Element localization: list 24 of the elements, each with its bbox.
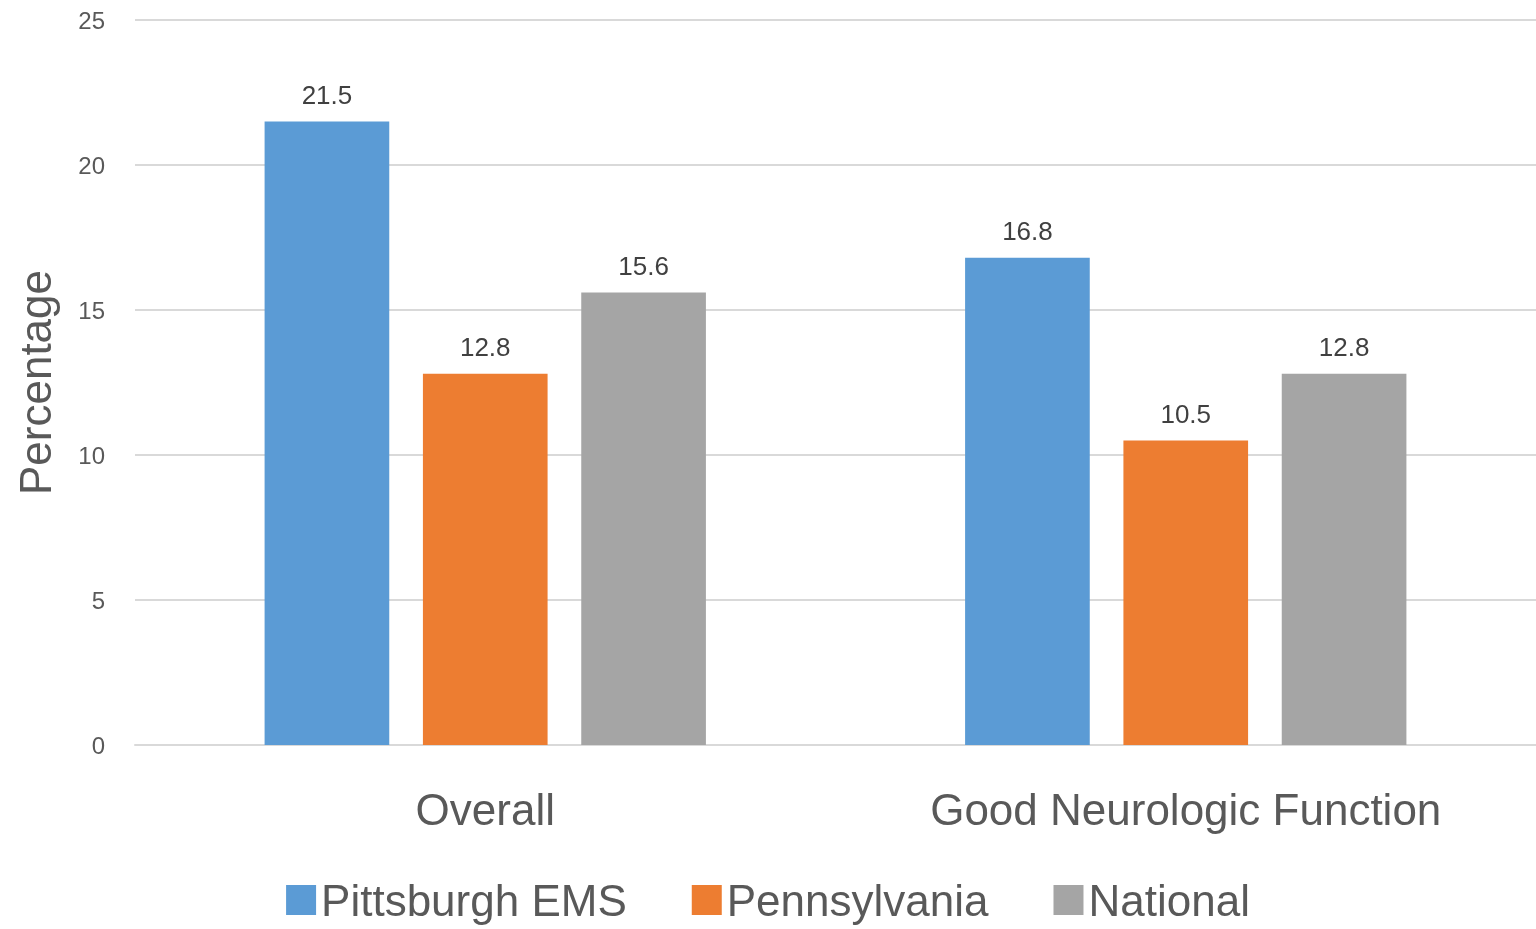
y-tick-label: 5 [91,586,105,614]
y-tick-label: 10 [78,441,105,469]
data-label: 21.5 [301,79,353,110]
bar [422,373,548,745]
y-tick-label: 0 [91,731,105,759]
data-label: 15.6 [618,250,669,281]
x-tick-label: Good Neurologic Function [930,784,1442,834]
bar [1123,440,1249,745]
legend-label: National [1088,875,1250,925]
bar [581,292,706,745]
data-label: 10.5 [1160,398,1212,429]
x-tick-label: Overall [415,784,555,834]
bar [1281,373,1407,745]
data-label: 12.8 [1318,331,1370,362]
data-label: 12.8 [459,331,511,362]
legend-label: Pittsburgh EMS [321,875,627,925]
legend-label: Pennsylvania [726,875,990,925]
y-tick-label: 25 [78,6,105,34]
bar [264,121,390,745]
y-axis-title: Percentage [10,269,60,496]
bar [965,257,1090,745]
data-label: 16.8 [1002,215,1053,246]
y-tick-label: 20 [78,151,105,179]
y-tick-label: 15 [78,296,105,324]
